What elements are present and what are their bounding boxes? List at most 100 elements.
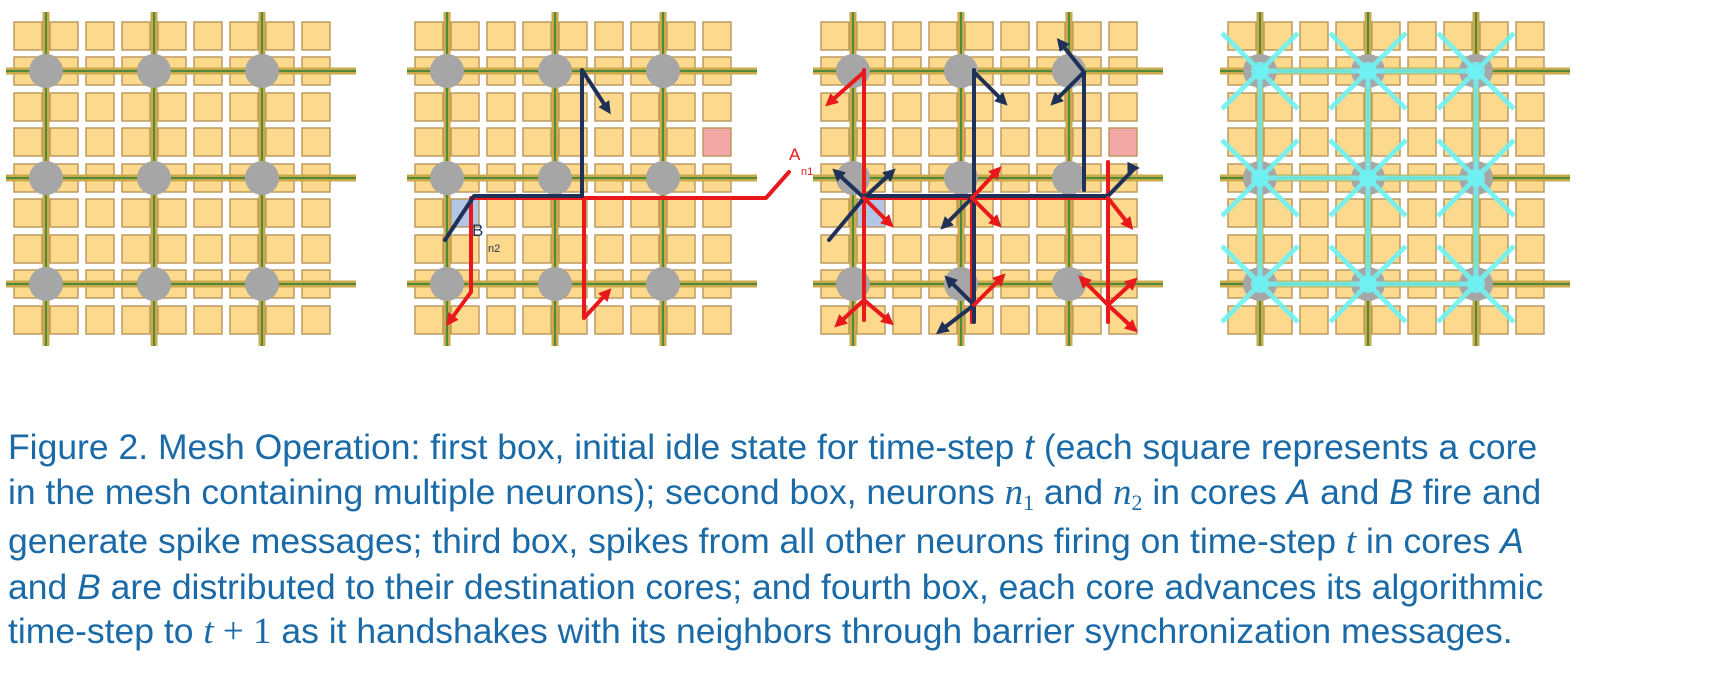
router <box>944 54 978 88</box>
caption-math-t: t <box>1345 521 1357 562</box>
core <box>1299 305 1329 335</box>
core <box>1407 127 1437 157</box>
core <box>856 127 886 157</box>
router <box>944 161 978 195</box>
caption-text: and <box>1034 471 1114 512</box>
core <box>892 21 922 51</box>
core <box>964 234 994 264</box>
router <box>245 267 279 301</box>
core <box>594 305 624 335</box>
core <box>49 127 79 157</box>
barrier-node <box>1251 169 1269 187</box>
panel-idle <box>6 12 356 346</box>
barrier-node <box>1251 62 1269 80</box>
spike-route-navy <box>443 68 611 242</box>
router <box>538 161 572 195</box>
core <box>1515 127 1545 157</box>
barrier-node <box>1467 62 1485 80</box>
router <box>137 54 171 88</box>
core <box>157 198 187 228</box>
core <box>49 198 79 228</box>
core <box>85 305 115 335</box>
router <box>646 267 680 301</box>
caption-line-2: in the mesh containing multiple neurons)… <box>8 470 1714 520</box>
core <box>85 92 115 122</box>
core <box>265 127 295 157</box>
core <box>1299 234 1329 264</box>
spike-arrow-navy <box>1056 38 1086 74</box>
core <box>1072 21 1102 51</box>
core <box>265 198 295 228</box>
barrier-node <box>1467 169 1485 187</box>
core <box>229 234 259 264</box>
router <box>836 267 870 301</box>
core <box>630 21 660 51</box>
core <box>1072 127 1102 157</box>
core <box>1407 198 1437 228</box>
mesh-base <box>6 12 356 346</box>
router <box>29 267 63 301</box>
core <box>229 21 259 51</box>
core <box>666 21 696 51</box>
core <box>1000 305 1030 335</box>
caption-text: in cores <box>1142 471 1287 512</box>
core <box>486 21 516 51</box>
core <box>1036 198 1066 228</box>
core <box>229 127 259 157</box>
core <box>13 234 43 264</box>
core <box>1000 21 1030 51</box>
core <box>594 127 624 157</box>
core <box>157 21 187 51</box>
spike-arrow-red <box>862 196 894 228</box>
spike-route-red <box>825 70 866 107</box>
spike-arrow-red <box>1106 277 1138 307</box>
core <box>666 198 696 228</box>
core <box>820 234 850 264</box>
caption-math-n1-sub: 1 <box>1023 489 1035 515</box>
core <box>702 92 732 122</box>
caption-text: fire and <box>1412 471 1542 512</box>
router <box>137 267 171 301</box>
core <box>229 198 259 228</box>
core <box>414 21 444 51</box>
core-a-label: A <box>789 145 801 164</box>
core <box>450 234 480 264</box>
core <box>702 21 732 51</box>
core <box>1515 305 1545 335</box>
spike-arrow-navy <box>972 70 1008 106</box>
core <box>13 127 43 157</box>
core <box>522 92 552 122</box>
core <box>301 198 331 228</box>
core <box>486 234 516 264</box>
core <box>702 305 732 335</box>
core <box>1515 92 1545 122</box>
core <box>594 198 624 228</box>
panel-fire: A n1 B n2 <box>407 12 813 346</box>
router <box>137 161 171 195</box>
router <box>29 161 63 195</box>
barrier-node <box>1467 275 1485 293</box>
core <box>121 234 151 264</box>
caption-text: time-step to <box>8 611 204 651</box>
core <box>85 21 115 51</box>
spike-route-red <box>582 196 612 320</box>
core <box>702 234 732 264</box>
router <box>245 54 279 88</box>
core <box>1108 127 1138 157</box>
core <box>1000 92 1030 122</box>
core <box>1072 234 1102 264</box>
core <box>1515 21 1545 51</box>
core <box>1299 21 1329 51</box>
core <box>121 305 151 335</box>
core <box>666 92 696 122</box>
router <box>430 161 464 195</box>
core <box>13 305 43 335</box>
core <box>1072 305 1102 335</box>
core <box>1000 234 1030 264</box>
core <box>630 305 660 335</box>
core <box>121 21 151 51</box>
core <box>301 92 331 122</box>
core <box>121 92 151 122</box>
core <box>193 21 223 51</box>
barrier-node <box>1251 275 1269 293</box>
